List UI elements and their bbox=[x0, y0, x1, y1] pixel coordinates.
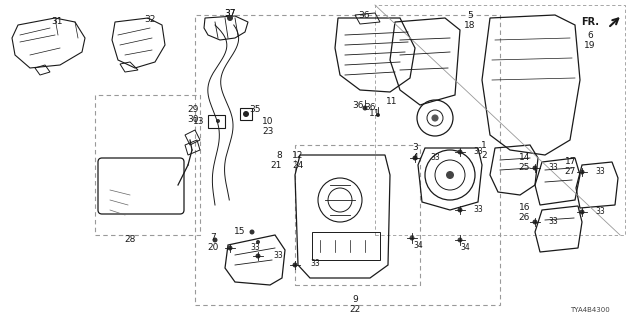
Circle shape bbox=[532, 165, 538, 171]
Text: 35: 35 bbox=[249, 106, 260, 115]
Circle shape bbox=[227, 245, 232, 251]
Text: FR.: FR. bbox=[581, 17, 599, 27]
Circle shape bbox=[212, 237, 218, 243]
Text: 10: 10 bbox=[262, 117, 273, 126]
Text: 24: 24 bbox=[292, 161, 303, 170]
Text: 33: 33 bbox=[595, 206, 605, 215]
Bar bbox=[375, 5, 625, 235]
Text: 5: 5 bbox=[467, 11, 473, 20]
Bar bbox=[195, 15, 500, 305]
Circle shape bbox=[413, 156, 417, 161]
Text: 6: 6 bbox=[587, 30, 593, 39]
Circle shape bbox=[362, 106, 367, 110]
Circle shape bbox=[432, 115, 438, 121]
Text: 17: 17 bbox=[564, 157, 576, 166]
Text: 33: 33 bbox=[473, 147, 483, 156]
Text: 11: 11 bbox=[387, 98, 397, 107]
Text: 28: 28 bbox=[124, 236, 136, 244]
Text: 27: 27 bbox=[564, 167, 576, 177]
Circle shape bbox=[458, 237, 463, 243]
Circle shape bbox=[410, 236, 415, 241]
Text: 22: 22 bbox=[349, 306, 360, 315]
Text: 8: 8 bbox=[276, 150, 282, 159]
Text: 7: 7 bbox=[210, 234, 216, 243]
Text: 23: 23 bbox=[262, 127, 273, 137]
Bar bbox=[295, 145, 420, 285]
Bar bbox=[95, 95, 200, 235]
Text: 33: 33 bbox=[595, 166, 605, 175]
Text: 25: 25 bbox=[518, 164, 530, 172]
Bar bbox=[312, 232, 380, 260]
Text: 31: 31 bbox=[51, 18, 63, 27]
Circle shape bbox=[376, 113, 380, 117]
Text: 16: 16 bbox=[518, 204, 530, 212]
Circle shape bbox=[216, 119, 220, 123]
Text: 34: 34 bbox=[413, 242, 423, 251]
Text: 2: 2 bbox=[481, 150, 487, 159]
Text: 11: 11 bbox=[369, 108, 381, 117]
Text: 15: 15 bbox=[234, 228, 246, 236]
Text: 33: 33 bbox=[548, 163, 557, 172]
Circle shape bbox=[227, 15, 233, 21]
Text: 3: 3 bbox=[412, 143, 418, 153]
Text: 26: 26 bbox=[518, 213, 530, 222]
Text: 19: 19 bbox=[584, 41, 596, 50]
Text: 33: 33 bbox=[430, 153, 440, 162]
Circle shape bbox=[243, 111, 249, 117]
Text: 36: 36 bbox=[358, 11, 370, 20]
Text: TYA4B4300: TYA4B4300 bbox=[570, 307, 610, 313]
Text: 32: 32 bbox=[144, 15, 156, 25]
Text: 4: 4 bbox=[412, 154, 418, 163]
Circle shape bbox=[532, 220, 538, 225]
Text: 37: 37 bbox=[224, 9, 236, 18]
Circle shape bbox=[255, 253, 260, 259]
Text: 14: 14 bbox=[518, 154, 530, 163]
Circle shape bbox=[292, 262, 298, 268]
Text: 30: 30 bbox=[188, 116, 199, 124]
Text: 9: 9 bbox=[352, 295, 358, 305]
Circle shape bbox=[250, 229, 255, 235]
Text: 13: 13 bbox=[193, 117, 204, 126]
Circle shape bbox=[579, 210, 584, 214]
Text: 33: 33 bbox=[250, 243, 260, 252]
Text: 33: 33 bbox=[310, 260, 320, 268]
Text: 18: 18 bbox=[464, 20, 476, 29]
Text: 33: 33 bbox=[548, 217, 557, 226]
Text: 33: 33 bbox=[273, 251, 283, 260]
Circle shape bbox=[256, 240, 260, 244]
Text: 34: 34 bbox=[460, 244, 470, 252]
Circle shape bbox=[458, 149, 463, 155]
Text: 12: 12 bbox=[292, 150, 304, 159]
Text: 36: 36 bbox=[364, 102, 376, 111]
Text: 29: 29 bbox=[188, 106, 198, 115]
Bar bbox=[240, 108, 252, 120]
Text: 33: 33 bbox=[473, 204, 483, 213]
Circle shape bbox=[458, 207, 463, 212]
Text: 1: 1 bbox=[481, 140, 487, 149]
Circle shape bbox=[446, 171, 454, 179]
Bar bbox=[208, 115, 225, 128]
Text: 20: 20 bbox=[207, 244, 219, 252]
Text: 21: 21 bbox=[271, 161, 282, 170]
Circle shape bbox=[579, 170, 584, 174]
Text: 37: 37 bbox=[224, 10, 236, 19]
Text: 36: 36 bbox=[352, 101, 364, 110]
